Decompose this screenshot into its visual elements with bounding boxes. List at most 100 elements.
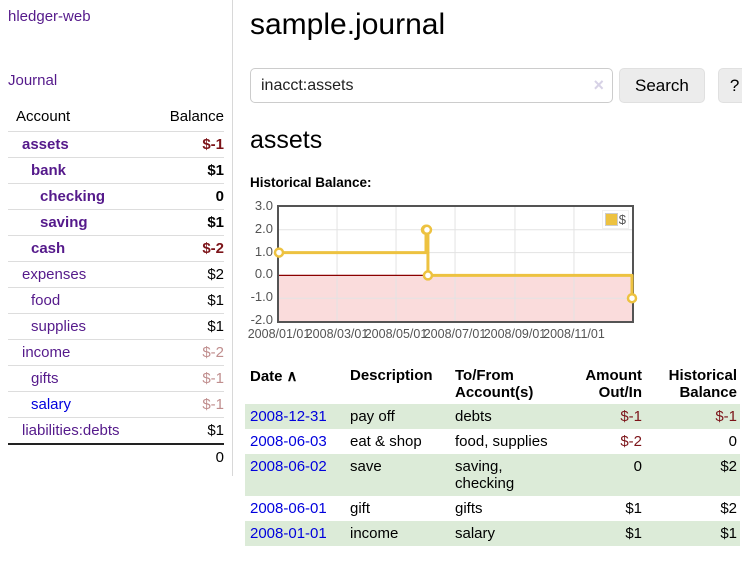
account-link-bank[interactable]: bank [31,162,67,179]
register-row: 2008-06-01 gift gifts $1 $2 [245,496,740,521]
register-row: 2008-01-01 income salary $1 $1 [245,521,740,546]
transaction-balance: $2 [645,454,740,496]
account-balance: $2 [146,261,224,288]
help-button[interactable]: ? [717,68,742,103]
search-input[interactable] [250,68,613,103]
transaction-date-link[interactable]: 2008-06-02 [250,458,327,475]
account-link-assets[interactable]: assets [22,136,69,153]
register-header-amount: Amount Out/In [585,367,642,401]
transaction-description: eat & shop [350,433,422,450]
account-link-expenses[interactable]: expenses [22,266,87,283]
register-row: 2008-12-31 pay off debts $-1 $-1 [245,404,740,429]
transaction-description: save [345,454,450,496]
account-row: bank $1 [8,157,224,184]
account-balance: $-1 [146,131,224,158]
transaction-accounts: saving, checking [450,454,559,496]
account-row: checking 0 [8,183,224,210]
historical-balance-chart: 3.0 2.0 1.0 0.0 -1.0 -2.0 $ 2008/01/01 2008/03… [243,199,742,343]
legend-label: $ [618,212,626,227]
register-row: 2008-06-02 save saving, checking 0 $2 [245,454,740,496]
x-tick-label: 2008/05/01 [364,327,428,341]
account-row: food $1 [8,287,224,314]
x-tick-label: 2008/07/01 [423,327,487,341]
account-link-supplies[interactable]: supplies [31,318,87,335]
transaction-date-link[interactable]: 2008-01-01 [250,525,327,542]
search-form: × Search ? [250,68,742,103]
x-tick-label: 2008/11/01 [543,327,605,341]
account-balance: $1 [146,313,224,340]
account-balance: $1 [146,417,224,444]
y-tick-label: 1.0 [254,243,273,259]
accounts-table: Account Balance assets $-1 bank $1 checking 0… [8,104,224,472]
accounts-header-balance: Balance [169,108,224,125]
sort-asc-icon: ∧ [286,368,298,385]
y-tick-label: 0.0 [254,266,273,282]
transaction-date-link[interactable]: 2008-12-31 [250,408,327,425]
account-balance: $-1 [146,391,224,418]
sidebar: hledger-web Journal Account Balance asse… [0,0,233,476]
register-header-balance: Historical Balance [668,367,737,401]
account-link-gifts[interactable]: gifts [31,370,59,387]
chart-y-axis: 3.0 2.0 1.0 0.0 -1.0 -2.0 [243,199,273,327]
transaction-date-link[interactable]: 2008-06-03 [250,433,327,450]
account-link-salary[interactable]: salary [31,396,72,413]
x-tick-label: 2008/03/01 [305,327,369,341]
register-header-date[interactable]: Date ∧ [250,368,298,385]
accounts-total-value: 0 [146,443,224,472]
transaction-amount: $-2 [620,433,642,450]
account-balance: $-2 [146,339,224,366]
search-button[interactable]: Search [619,68,705,103]
y-tick-label: -2.0 [250,312,273,327]
account-balance: 0 [146,183,224,210]
transaction-amount: $1 [625,500,642,517]
account-row: income $-2 [8,339,224,366]
account-link-food[interactable]: food [31,292,61,309]
accounts-header-account: Account [16,108,71,125]
chart-plot-area: $ [273,205,638,323]
main-content: sample.journal × Search ? assets Histori… [243,0,742,546]
transaction-description: gift [350,500,371,517]
transaction-description: pay off [345,404,450,429]
account-balance: $1 [146,157,224,184]
app-brand-link[interactable]: hledger-web [8,8,91,25]
transaction-date-link[interactable]: 2008-06-01 [250,500,327,517]
transaction-amount: 0 [559,454,645,496]
register-header-accounts: To/From Account(s) [455,367,534,401]
chart-legend: $ [601,210,629,229]
account-heading: assets [250,126,323,154]
account-link-checking[interactable]: checking [40,188,106,205]
chart-title: Historical Balance: [250,175,372,190]
account-link-liabilities-debts[interactable]: liabilities:debts [22,422,120,439]
clear-search-icon[interactable]: × [593,75,604,95]
account-row: liabilities:debts $1 [8,417,224,444]
legend-swatch-icon [604,213,618,226]
x-tick-label: 2008/09/01 [483,327,547,341]
transaction-accounts: salary [450,521,559,546]
y-tick-label: -1.0 [250,289,273,305]
account-row: gifts $-1 [8,365,224,392]
transaction-amount: $-1 [559,404,645,429]
account-row: saving $1 [8,209,224,236]
transaction-accounts: debts [450,404,559,429]
transaction-description: income [345,521,450,546]
accounts-body: assets $-1 bank $1 checking 0 saving $1 cash $-2 e… [8,131,224,444]
account-row: expenses $2 [8,261,224,288]
transaction-balance: $1 [645,521,740,546]
account-link-saving[interactable]: saving [40,214,88,231]
register-body: 2008-12-31 pay off debts $-1 $-1 2008-06-03 ea… [245,404,740,546]
account-link-income[interactable]: income [22,344,71,361]
y-tick-label: 2.0 [254,220,273,236]
chart-canvas [273,207,638,321]
y-tick-label: 3.0 [254,198,273,213]
page-title: sample.journal [250,8,446,41]
account-row: supplies $1 [8,313,224,340]
sidebar-item-journal[interactable]: Journal [8,72,58,89]
transaction-accounts: food, supplies [455,433,548,450]
account-balance: $1 [146,209,224,236]
account-link-cash[interactable]: cash [31,240,66,257]
register-header-description: Description [350,367,433,384]
register-row: 2008-06-03 eat & shop food, supplies $-2 0 [245,429,740,454]
accounts-total-row: 0 [8,443,224,472]
transaction-amount: $1 [559,521,645,546]
register-header-row: Date ∧ Description To/From Account(s) Amo… [245,364,740,404]
